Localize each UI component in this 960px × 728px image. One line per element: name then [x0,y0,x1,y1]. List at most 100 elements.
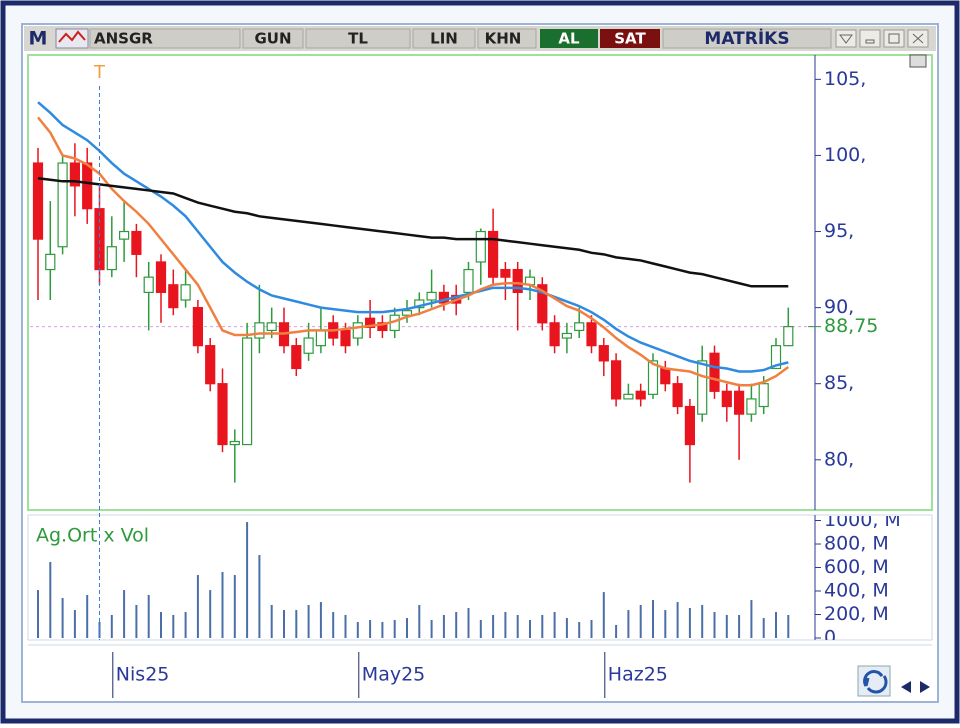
candle-body [205,345,216,385]
candle-body [500,268,511,278]
candle-body [512,268,523,293]
candle-body [168,284,179,309]
candle-body [45,253,56,271]
y-tick-label: 0 [824,627,836,649]
candle-body [561,332,573,339]
volume-bar [578,622,581,638]
y-tick-label: 105, [824,68,866,90]
volume-bar [369,620,372,638]
volume-bar [442,614,445,638]
volume-title: Ag.Ort x Vol [36,525,149,547]
y-tick-label: 200, M [824,603,889,625]
volume-bar [455,612,458,638]
candle-body [488,230,499,278]
candle-body [660,367,671,385]
dropdown-button[interactable] [835,29,857,48]
panel-button[interactable] [909,54,927,68]
candle-body [746,398,757,415]
volume-bar [356,622,359,638]
candle-body [770,345,782,370]
volume-bar [602,592,605,638]
volume-bar [344,614,347,638]
buy-button[interactable] [540,29,598,48]
candle-body [82,162,93,210]
scroll-left[interactable] [901,681,911,693]
x-tick-label: Nis25 [116,664,170,686]
candle-body [709,352,720,392]
logo: M [29,28,48,50]
candle-body [57,162,68,248]
candle-body [352,322,363,339]
volume-bar [639,604,642,638]
date-axis: Nis25 May25 Haz25 [112,652,668,698]
price-plot [30,101,815,483]
candle-body [118,230,130,240]
volume-bar [332,612,335,638]
candle-body [69,162,81,187]
volume-bar [160,612,162,638]
volume-bar [86,595,89,638]
candle-body [647,360,659,395]
button-label: GUN [254,30,291,48]
candle-body [598,345,609,362]
candle-body [783,326,794,347]
volume-bar [184,612,187,638]
volume-bar [381,622,384,638]
volume-bar [479,620,482,638]
candle-body [684,405,696,446]
volume-bar [615,624,618,638]
sell-button[interactable] [600,29,660,48]
button[interactable] [242,28,304,49]
brand: MATRİKS [704,27,789,49]
volume-bar [283,610,285,638]
candle-body [94,208,105,271]
volume-bar [590,620,593,638]
volume-bar [73,610,76,638]
x-tick-label: Haz25 [608,664,668,686]
volume-bar [147,595,150,638]
candle-body [32,162,44,240]
button[interactable] [305,28,411,49]
volume-bar [664,610,667,638]
last-value-label: 88,75 [824,315,878,337]
button-label: TL [348,30,368,48]
button-label: KHN [485,30,522,48]
volume-bar [738,614,741,638]
y-tick-label: 80, [824,448,854,470]
volume-bar [701,604,704,638]
candle-body [143,276,154,293]
volume-panel [27,514,933,641]
candle-body [574,322,585,332]
button-label: LIN [430,30,458,48]
volume-bar [492,614,495,638]
candle-body [131,230,142,255]
candle-body [377,322,388,332]
scroll-right[interactable] [920,681,930,693]
volume-bar [750,600,753,638]
volume-bar [295,610,298,638]
candle-body [549,322,560,347]
volume-bar [430,620,433,638]
volume-bar [787,614,790,638]
candle-body [340,329,351,347]
moving-average [37,177,789,288]
volume-bar [61,598,64,638]
symbol-box[interactable] [89,28,241,49]
volume-bar [37,590,39,638]
button[interactable] [412,28,476,49]
volume-bar [688,608,691,638]
candle-body [475,230,486,263]
maximize-button[interactable] [883,29,905,48]
volume-bar [652,600,654,638]
candle-body [721,390,732,408]
volume-plot [37,522,790,638]
minimize-button[interactable] [859,29,881,48]
volume-bar [123,590,126,638]
volume-bar [246,522,249,638]
volume-bar [221,571,224,638]
volume-bar [406,618,408,638]
volume-bar [676,602,679,638]
button[interactable] [477,28,537,49]
volume-bar [713,612,716,638]
toolbar: M ANSGR GUN TL LIN KHN AL SAT MATRİKS [24,26,936,51]
